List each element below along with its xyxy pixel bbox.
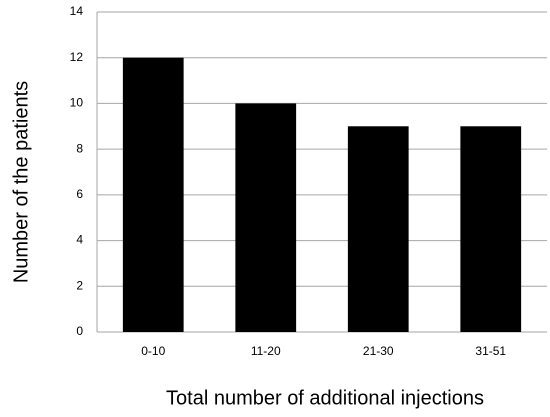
y-tick-label: 10 bbox=[70, 96, 84, 110]
x-tick-label: 11-20 bbox=[251, 344, 281, 358]
x-tick-label: 0-10 bbox=[141, 344, 165, 358]
y-tick-label: 6 bbox=[76, 187, 83, 201]
y-tick-label: 8 bbox=[76, 141, 83, 155]
bar bbox=[235, 103, 297, 332]
bar bbox=[460, 126, 522, 333]
y-tick-label: 4 bbox=[76, 233, 83, 247]
bar bbox=[347, 126, 409, 333]
x-tick-label: 21-30 bbox=[363, 344, 394, 358]
x-axis-title: Total number of additional injections bbox=[166, 387, 484, 409]
y-tick-label: 2 bbox=[76, 278, 83, 292]
y-tick-label: 14 bbox=[70, 4, 84, 18]
y-tick-label: 0 bbox=[76, 324, 83, 338]
bar bbox=[122, 57, 184, 332]
y-tick-label: 12 bbox=[70, 50, 84, 64]
y-axis-title: Number of the patients bbox=[10, 81, 32, 283]
x-tick-label: 31-51 bbox=[475, 344, 506, 358]
